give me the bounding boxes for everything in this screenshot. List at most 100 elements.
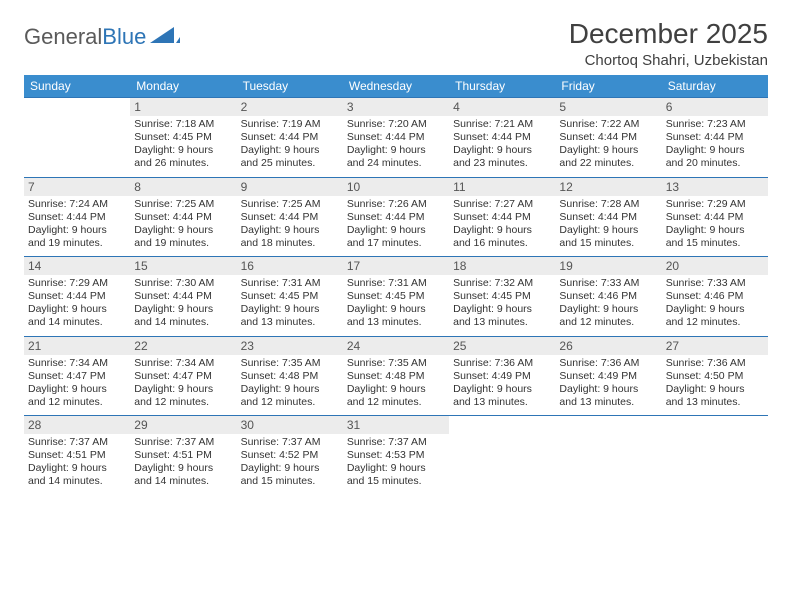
- calendar-cell: 12Sunrise: 7:28 AMSunset: 4:44 PMDayligh…: [555, 177, 661, 257]
- day-details: Sunrise: 7:27 AMSunset: 4:44 PMDaylight:…: [449, 196, 555, 257]
- day-number: 25: [449, 337, 555, 355]
- day-header: Sunday: [24, 75, 130, 98]
- day-details: Sunrise: 7:22 AMSunset: 4:44 PMDaylight:…: [555, 116, 661, 177]
- calendar-cell: 3Sunrise: 7:20 AMSunset: 4:44 PMDaylight…: [343, 98, 449, 178]
- calendar-cell: [555, 416, 661, 495]
- day-number: 27: [662, 337, 768, 355]
- day-details: Sunrise: 7:18 AMSunset: 4:45 PMDaylight:…: [130, 116, 236, 177]
- day-header: Tuesday: [237, 75, 343, 98]
- day-header: Saturday: [662, 75, 768, 98]
- day-number: 17: [343, 257, 449, 275]
- day-number: 26: [555, 337, 661, 355]
- header: GeneralBlue December 2025 Chortoq Shahri…: [24, 18, 768, 69]
- calendar-cell: 20Sunrise: 7:33 AMSunset: 4:46 PMDayligh…: [662, 257, 768, 337]
- day-number: 28: [24, 416, 130, 434]
- day-details: Sunrise: 7:32 AMSunset: 4:45 PMDaylight:…: [449, 275, 555, 336]
- day-details: Sunrise: 7:37 AMSunset: 4:52 PMDaylight:…: [237, 434, 343, 495]
- day-details: Sunrise: 7:37 AMSunset: 4:51 PMDaylight:…: [24, 434, 130, 495]
- logo-triangle-icon: [150, 25, 180, 50]
- logo-word2: Blue: [102, 24, 146, 50]
- day-number: 7: [24, 178, 130, 196]
- calendar-cell: 27Sunrise: 7:36 AMSunset: 4:50 PMDayligh…: [662, 336, 768, 416]
- calendar-cell: 10Sunrise: 7:26 AMSunset: 4:44 PMDayligh…: [343, 177, 449, 257]
- calendar-cell: 6Sunrise: 7:23 AMSunset: 4:44 PMDaylight…: [662, 98, 768, 178]
- logo-word1: General: [24, 24, 102, 50]
- day-details: Sunrise: 7:25 AMSunset: 4:44 PMDaylight:…: [130, 196, 236, 257]
- calendar-cell: 13Sunrise: 7:29 AMSunset: 4:44 PMDayligh…: [662, 177, 768, 257]
- calendar-cell: 23Sunrise: 7:35 AMSunset: 4:48 PMDayligh…: [237, 336, 343, 416]
- day-header: Friday: [555, 75, 661, 98]
- calendar-cell: [24, 98, 130, 178]
- calendar-cell: 24Sunrise: 7:35 AMSunset: 4:48 PMDayligh…: [343, 336, 449, 416]
- day-header: Monday: [130, 75, 236, 98]
- calendar-cell: 14Sunrise: 7:29 AMSunset: 4:44 PMDayligh…: [24, 257, 130, 337]
- day-details: Sunrise: 7:35 AMSunset: 4:48 PMDaylight:…: [343, 355, 449, 416]
- day-number: 13: [662, 178, 768, 196]
- day-number: 24: [343, 337, 449, 355]
- day-details: Sunrise: 7:33 AMSunset: 4:46 PMDaylight:…: [662, 275, 768, 336]
- day-details: Sunrise: 7:21 AMSunset: 4:44 PMDaylight:…: [449, 116, 555, 177]
- day-details: Sunrise: 7:29 AMSunset: 4:44 PMDaylight:…: [662, 196, 768, 257]
- calendar-table: SundayMondayTuesdayWednesdayThursdayFrid…: [24, 75, 768, 495]
- calendar-cell: 28Sunrise: 7:37 AMSunset: 4:51 PMDayligh…: [24, 416, 130, 495]
- day-number: 6: [662, 98, 768, 116]
- day-number: 3: [343, 98, 449, 116]
- day-details: Sunrise: 7:34 AMSunset: 4:47 PMDaylight:…: [24, 355, 130, 416]
- day-number: 10: [343, 178, 449, 196]
- calendar-cell: 21Sunrise: 7:34 AMSunset: 4:47 PMDayligh…: [24, 336, 130, 416]
- day-details: Sunrise: 7:37 AMSunset: 4:53 PMDaylight:…: [343, 434, 449, 495]
- day-header: Thursday: [449, 75, 555, 98]
- day-number: 29: [130, 416, 236, 434]
- day-number: 22: [130, 337, 236, 355]
- day-number: 30: [237, 416, 343, 434]
- location-label: Chortoq Shahri, Uzbekistan: [569, 52, 768, 69]
- calendar-cell: 8Sunrise: 7:25 AMSunset: 4:44 PMDaylight…: [130, 177, 236, 257]
- day-details: Sunrise: 7:34 AMSunset: 4:47 PMDaylight:…: [130, 355, 236, 416]
- day-number: 23: [237, 337, 343, 355]
- day-details: Sunrise: 7:36 AMSunset: 4:49 PMDaylight:…: [555, 355, 661, 416]
- calendar-cell: 18Sunrise: 7:32 AMSunset: 4:45 PMDayligh…: [449, 257, 555, 337]
- calendar-week: 7Sunrise: 7:24 AMSunset: 4:44 PMDaylight…: [24, 177, 768, 257]
- day-number: 11: [449, 178, 555, 196]
- day-header: Wednesday: [343, 75, 449, 98]
- day-details: Sunrise: 7:35 AMSunset: 4:48 PMDaylight:…: [237, 355, 343, 416]
- calendar-cell: 7Sunrise: 7:24 AMSunset: 4:44 PMDaylight…: [24, 177, 130, 257]
- day-number: 1: [130, 98, 236, 116]
- day-details: Sunrise: 7:25 AMSunset: 4:44 PMDaylight:…: [237, 196, 343, 257]
- calendar-cell: 31Sunrise: 7:37 AMSunset: 4:53 PMDayligh…: [343, 416, 449, 495]
- calendar-cell: 19Sunrise: 7:33 AMSunset: 4:46 PMDayligh…: [555, 257, 661, 337]
- month-title: December 2025: [569, 18, 768, 50]
- calendar-week: 14Sunrise: 7:29 AMSunset: 4:44 PMDayligh…: [24, 257, 768, 337]
- calendar-week: 28Sunrise: 7:37 AMSunset: 4:51 PMDayligh…: [24, 416, 768, 495]
- day-details: Sunrise: 7:33 AMSunset: 4:46 PMDaylight:…: [555, 275, 661, 336]
- day-details: Sunrise: 7:36 AMSunset: 4:49 PMDaylight:…: [449, 355, 555, 416]
- calendar-cell: 1Sunrise: 7:18 AMSunset: 4:45 PMDaylight…: [130, 98, 236, 178]
- day-details: Sunrise: 7:29 AMSunset: 4:44 PMDaylight:…: [24, 275, 130, 336]
- day-number: 2: [237, 98, 343, 116]
- day-details: Sunrise: 7:24 AMSunset: 4:44 PMDaylight:…: [24, 196, 130, 257]
- calendar-cell: 5Sunrise: 7:22 AMSunset: 4:44 PMDaylight…: [555, 98, 661, 178]
- day-details: Sunrise: 7:26 AMSunset: 4:44 PMDaylight:…: [343, 196, 449, 257]
- day-number: 31: [343, 416, 449, 434]
- calendar-cell: 16Sunrise: 7:31 AMSunset: 4:45 PMDayligh…: [237, 257, 343, 337]
- calendar-cell: 2Sunrise: 7:19 AMSunset: 4:44 PMDaylight…: [237, 98, 343, 178]
- day-number: 21: [24, 337, 130, 355]
- day-details: Sunrise: 7:28 AMSunset: 4:44 PMDaylight:…: [555, 196, 661, 257]
- calendar-cell: [662, 416, 768, 495]
- day-details: Sunrise: 7:37 AMSunset: 4:51 PMDaylight:…: [130, 434, 236, 495]
- day-details: Sunrise: 7:19 AMSunset: 4:44 PMDaylight:…: [237, 116, 343, 177]
- logo: GeneralBlue: [24, 18, 180, 50]
- day-number: 16: [237, 257, 343, 275]
- calendar-cell: 15Sunrise: 7:30 AMSunset: 4:44 PMDayligh…: [130, 257, 236, 337]
- day-number: 8: [130, 178, 236, 196]
- calendar-cell: 11Sunrise: 7:27 AMSunset: 4:44 PMDayligh…: [449, 177, 555, 257]
- day-details: Sunrise: 7:20 AMSunset: 4:44 PMDaylight:…: [343, 116, 449, 177]
- day-number: 18: [449, 257, 555, 275]
- day-details: Sunrise: 7:31 AMSunset: 4:45 PMDaylight:…: [237, 275, 343, 336]
- day-number: 9: [237, 178, 343, 196]
- day-number: 19: [555, 257, 661, 275]
- day-number: 12: [555, 178, 661, 196]
- calendar-cell: 30Sunrise: 7:37 AMSunset: 4:52 PMDayligh…: [237, 416, 343, 495]
- day-number: 20: [662, 257, 768, 275]
- calendar-week: 21Sunrise: 7:34 AMSunset: 4:47 PMDayligh…: [24, 336, 768, 416]
